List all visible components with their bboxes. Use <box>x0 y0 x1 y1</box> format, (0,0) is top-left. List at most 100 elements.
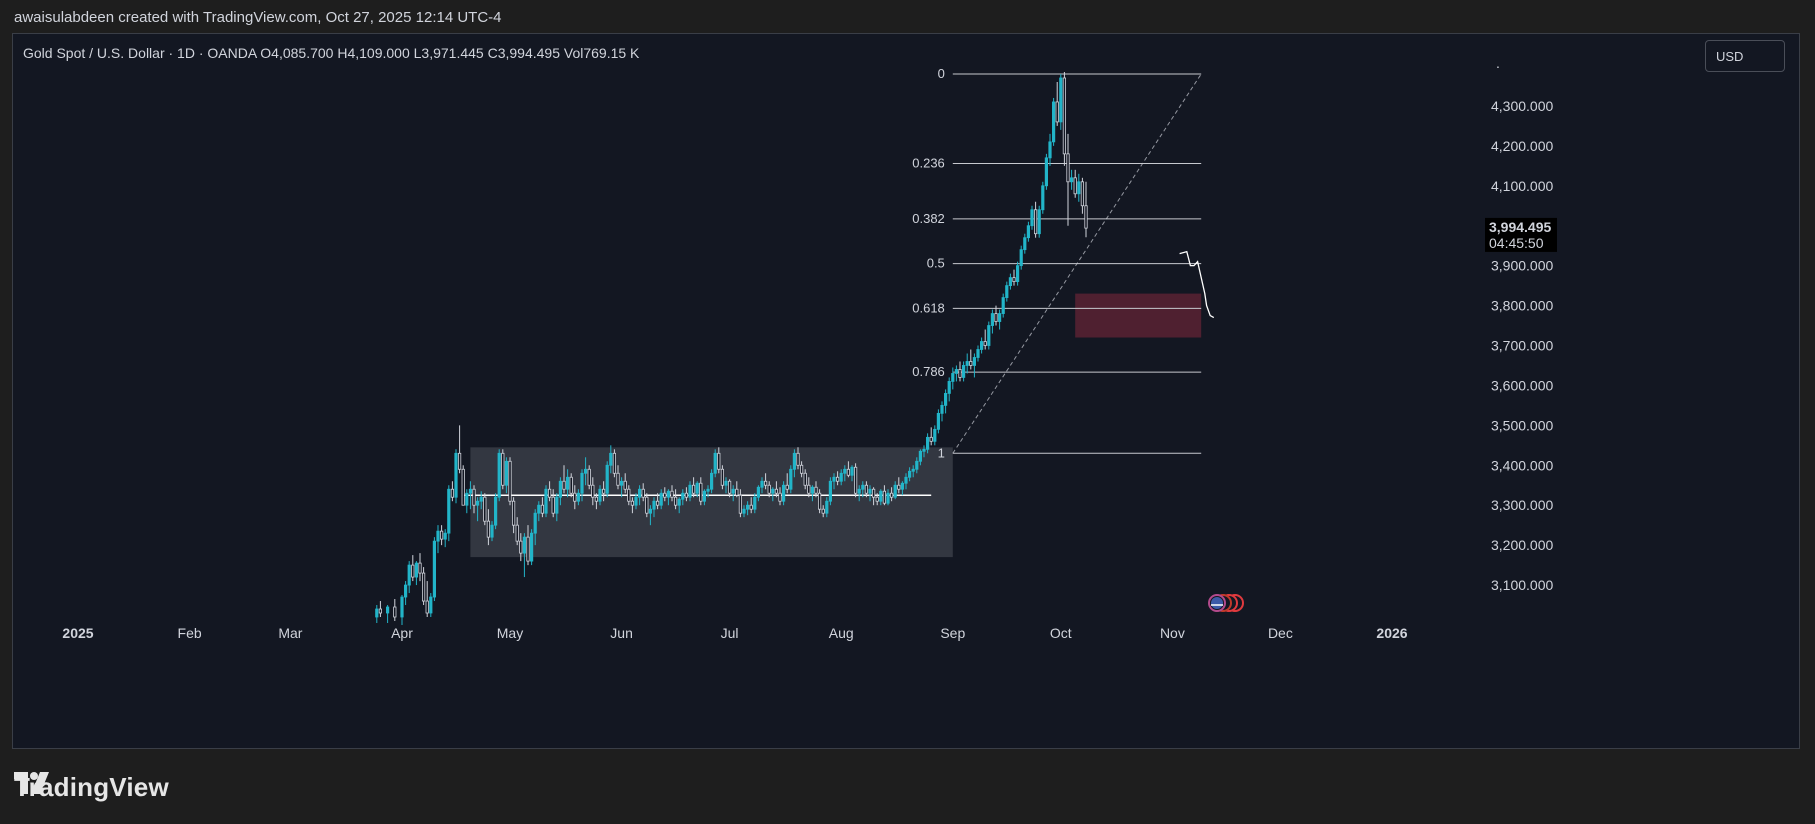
candle-body <box>720 468 725 486</box>
candle-body <box>670 490 674 498</box>
candle-body <box>1034 209 1038 235</box>
candle-body <box>879 490 883 502</box>
candle-body <box>684 492 689 498</box>
chart-area[interactable]: 0 0.236 0.382 0.5 0.618 0.786 1 3,100.000 3,200… <box>12 33 1800 749</box>
time-tick-label: May <box>497 625 523 641</box>
candle-body <box>828 480 833 502</box>
candle <box>782 481 786 506</box>
price-tick-label: 3,500.000 <box>1491 417 1553 433</box>
candle-body <box>998 313 1002 322</box>
candle-body <box>976 349 980 358</box>
candle <box>584 457 588 486</box>
candle-body <box>548 488 552 498</box>
candle-body <box>800 464 804 474</box>
candle <box>983 329 987 350</box>
candle-body <box>872 488 876 498</box>
candle-body <box>764 480 768 486</box>
candle <box>760 477 764 494</box>
candle <box>403 581 408 606</box>
tradingview-branding[interactable]: TradingView <box>14 772 169 802</box>
candle-body <box>1026 225 1031 239</box>
candle <box>940 401 944 422</box>
candle <box>436 525 440 554</box>
candle <box>918 449 923 466</box>
candle-body <box>692 484 696 494</box>
candle <box>724 477 728 494</box>
candle-body <box>526 536 530 562</box>
candle-body <box>836 476 840 482</box>
candle <box>515 517 519 546</box>
candle <box>439 525 444 546</box>
candle <box>807 477 811 498</box>
candle-body <box>591 484 595 498</box>
candle <box>969 349 973 370</box>
candle-body <box>1077 181 1081 195</box>
price-tick-label: 3,600.000 <box>1491 377 1553 393</box>
price-tick-label: 3,900.000 <box>1491 258 1553 274</box>
candle-body <box>414 562 419 578</box>
candle <box>612 449 617 478</box>
candle <box>839 469 843 486</box>
candle <box>749 497 753 514</box>
candle <box>710 469 714 494</box>
candle <box>400 595 404 625</box>
candle-body <box>702 490 707 502</box>
candle <box>1066 133 1070 226</box>
candle <box>850 465 854 482</box>
candle <box>778 487 782 506</box>
candle-body <box>944 393 948 406</box>
candle-body <box>1062 77 1066 155</box>
candle <box>573 485 577 510</box>
candle <box>1062 72 1066 166</box>
candle <box>688 481 692 502</box>
candle <box>429 593 433 617</box>
candle <box>1055 81 1059 126</box>
candle <box>692 477 696 498</box>
currency-button[interactable]: USD <box>1705 40 1785 72</box>
candle <box>645 493 649 518</box>
candle-body <box>1016 265 1020 283</box>
projection-path <box>1179 250 1215 319</box>
price-chart-svg[interactable]: 0 0.236 0.382 0.5 0.618 0.786 1 3,100.000 3,200… <box>13 34 1800 749</box>
candle <box>475 497 480 522</box>
candle <box>598 485 602 506</box>
candle-body <box>634 496 638 506</box>
candle <box>677 497 681 514</box>
time-tick-label: Jun <box>610 625 633 641</box>
price-tick-label: 3,300.000 <box>1491 497 1553 513</box>
candle-body <box>400 596 404 618</box>
candle-body <box>1037 209 1041 235</box>
candle <box>447 485 451 542</box>
candle-body <box>616 472 620 486</box>
candle <box>947 377 951 402</box>
time-tick-label: Apr <box>391 625 413 641</box>
candle <box>684 487 689 502</box>
candle-body <box>760 480 764 488</box>
candle-body <box>1001 297 1005 314</box>
candle-body <box>443 532 447 540</box>
fib-level-label: 0.236 <box>912 156 945 171</box>
candle-body <box>584 468 588 474</box>
candle <box>620 477 624 498</box>
candle <box>764 473 768 490</box>
candle-body <box>713 452 717 474</box>
candle <box>861 481 865 498</box>
candle-body <box>933 428 937 442</box>
candle <box>958 361 962 382</box>
candle-body <box>810 486 815 494</box>
candle-body <box>738 494 743 514</box>
candle <box>890 487 894 502</box>
candle <box>753 493 757 514</box>
candle-body <box>868 488 872 494</box>
candle <box>486 509 491 546</box>
candle <box>720 465 725 490</box>
price-tick-label: 4,100.000 <box>1491 178 1553 194</box>
candle-body <box>947 381 951 394</box>
candle <box>832 473 836 490</box>
candle-body <box>612 452 617 474</box>
candle <box>508 457 512 506</box>
candle-body <box>803 472 807 486</box>
candles-layer <box>375 72 1088 625</box>
candle-body <box>774 488 779 494</box>
candle-body <box>796 452 800 466</box>
